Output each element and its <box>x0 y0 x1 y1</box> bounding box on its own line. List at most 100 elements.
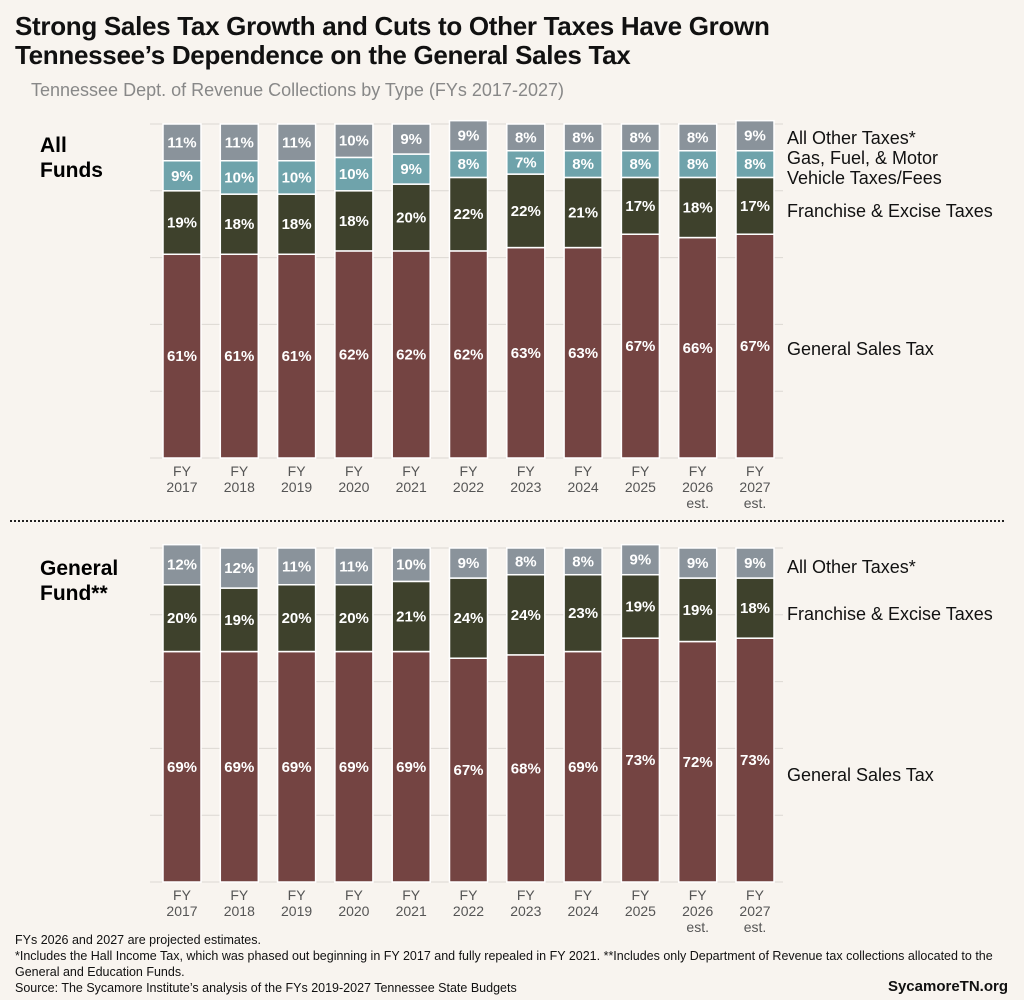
bar-other <box>219 123 260 162</box>
bar-franchise <box>219 193 260 256</box>
data-label-other: 11% <box>282 558 311 575</box>
x-tick-label: FY <box>345 463 364 479</box>
x-tick-label: FY <box>230 887 249 903</box>
footnote-source: Source: The Sycamore Institute’s analysi… <box>15 981 517 995</box>
data-label-franchise: 22% <box>453 206 483 223</box>
data-label-gas: 8% <box>744 156 766 173</box>
x-tick-label: 2021 <box>396 903 427 919</box>
bar-other <box>334 123 374 159</box>
data-label-franchise: 22% <box>511 203 541 220</box>
data-label-other: 11% <box>282 134 311 151</box>
bar-sales <box>620 233 661 459</box>
bar-sales <box>563 246 603 459</box>
legend-gas-line1: Gas, Fuel, & Motor <box>787 148 939 168</box>
data-label-sales: 69% <box>167 759 197 776</box>
data-label-sales: 69% <box>568 759 598 776</box>
bar-other <box>448 547 489 579</box>
x-tick-label: 2020 <box>338 479 369 495</box>
legend-franchise-all: Franchise & Excise Taxes <box>787 201 993 221</box>
data-label-other: 12% <box>224 560 254 577</box>
bar-sales <box>448 250 489 459</box>
data-label-sales: 61% <box>167 348 197 365</box>
brand-logo-text: SycamoreTN.org <box>887 978 1008 995</box>
data-label-other: 11% <box>167 134 196 151</box>
data-label-other: 8% <box>687 129 709 146</box>
bar-sales <box>219 253 260 459</box>
bar-franchise <box>448 176 489 252</box>
data-label-sales: 67% <box>740 338 770 355</box>
bar-franchise <box>162 583 202 653</box>
data-label-other: 12% <box>167 557 197 574</box>
footnotes: FYs 2026 and 2027 are projected estimate… <box>15 932 1005 996</box>
data-label-franchise: 20% <box>339 610 369 627</box>
title-line-2: Tennessee’s Dependence on the General Sa… <box>15 40 631 70</box>
x-tick-label: 2026 <box>682 903 713 919</box>
data-label-gas: 10% <box>339 166 369 183</box>
x-tick-label: FY <box>574 887 593 903</box>
x-tick-label: FY <box>517 463 536 479</box>
data-label-sales: 67% <box>625 338 655 355</box>
x-tick-label: FY <box>345 887 364 903</box>
data-label-gas: 9% <box>400 161 422 178</box>
bar-sales <box>677 640 718 883</box>
x-tick-label: 2018 <box>224 479 255 495</box>
x-tick-label: 2024 <box>568 903 599 919</box>
data-label-other: 8% <box>515 553 537 570</box>
data-label-franchise: 18% <box>339 213 369 230</box>
data-label-franchise: 19% <box>683 602 713 619</box>
chart-title: Strong Sales Tax Growth and Cuts to Othe… <box>15 12 770 70</box>
x-tick-label: FY <box>574 463 593 479</box>
data-label-franchise: 17% <box>625 198 655 215</box>
x-tick-label: est. <box>686 919 709 935</box>
x-tick-label: 2021 <box>396 479 427 495</box>
data-label-sales: 61% <box>282 348 312 365</box>
bar-franchise <box>620 573 661 639</box>
bar-other <box>448 119 489 152</box>
panel-divider <box>10 520 1004 522</box>
bar-other <box>735 119 775 152</box>
data-label-franchise: 24% <box>453 610 483 627</box>
x-tick-label: FY <box>288 463 307 479</box>
data-label-sales: 62% <box>339 346 369 363</box>
bar-other <box>563 547 603 576</box>
x-tick-label: 2023 <box>510 479 541 495</box>
bar-franchise <box>276 583 317 653</box>
legend-gas-line2: Vehicle Taxes/Fees <box>787 168 942 188</box>
bar-sales <box>735 637 775 883</box>
bar-gas <box>735 149 775 179</box>
panel-label-line: General <box>40 557 119 580</box>
bar-franchise <box>334 583 374 653</box>
data-label-franchise: 24% <box>511 607 541 624</box>
data-label-other: 8% <box>572 129 594 146</box>
x-tick-label: est. <box>744 919 767 935</box>
panel-label-line: Fund** <box>40 582 108 605</box>
data-label-other: 9% <box>744 128 766 145</box>
x-tick-label: FY <box>631 887 650 903</box>
data-label-franchise: 20% <box>167 610 197 627</box>
data-label-franchise: 23% <box>568 605 598 622</box>
x-tick-label: FY <box>460 463 479 479</box>
bar-other <box>506 123 546 152</box>
x-tick-label: FY <box>173 887 192 903</box>
data-label-franchise: 19% <box>224 612 254 629</box>
bar-sales <box>448 657 489 883</box>
bar-other <box>276 123 317 162</box>
x-tick-label: 2017 <box>166 479 197 495</box>
bar-sales <box>677 236 718 459</box>
bar-franchise <box>162 190 202 256</box>
bar-other <box>677 123 718 152</box>
data-label-gas: 8% <box>458 156 480 173</box>
legend-other-all: All Other Taxes* <box>787 128 916 148</box>
bar-franchise <box>391 580 431 653</box>
bar-other <box>219 547 260 589</box>
x-tick-label: est. <box>744 495 767 511</box>
x-tick-label: est. <box>686 495 709 511</box>
data-label-sales: 73% <box>740 752 770 769</box>
bar-franchise <box>620 176 661 235</box>
data-label-gas: 8% <box>630 156 652 173</box>
data-label-other: 10% <box>396 557 426 574</box>
data-label-other: 8% <box>515 129 537 146</box>
legend-sales-all: General Sales Tax <box>787 339 934 359</box>
data-label-other: 9% <box>458 555 480 572</box>
